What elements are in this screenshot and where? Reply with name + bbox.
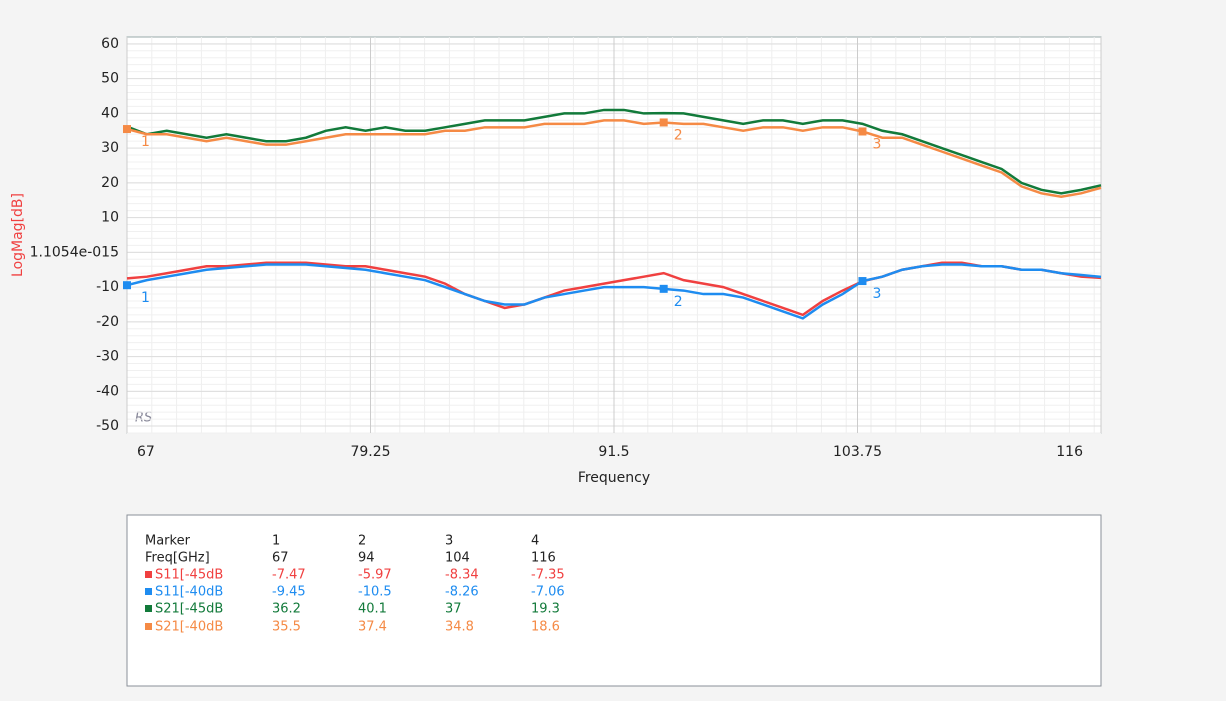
y-tick-label: 20 — [101, 175, 119, 191]
y-tick-label: 50 — [101, 71, 119, 87]
y-tick-label: -40 — [96, 383, 119, 399]
marker-value: -10.5 — [358, 585, 392, 600]
marker-freq: 67 — [272, 551, 289, 566]
marker-label: 1 — [141, 290, 150, 306]
y-tick-label: -30 — [96, 349, 119, 365]
marker-label: 3 — [872, 286, 881, 302]
marker-point — [123, 125, 131, 134]
legend-label: S21[-45dB — [155, 602, 223, 617]
y-tick-label: 60 — [101, 36, 119, 52]
y-tick-label: -10 — [96, 279, 119, 295]
marker-table — [126, 514, 1102, 687]
marker-number: 4 — [531, 534, 539, 549]
marker-value: -7.35 — [531, 568, 565, 583]
x-tick-label: 79.25 — [350, 444, 390, 460]
marker-value: 36.2 — [272, 602, 301, 617]
x-tick-label: 116 — [1056, 444, 1083, 460]
marker-point — [659, 284, 668, 293]
marker-point — [858, 277, 867, 286]
marker-value: 37 — [445, 602, 462, 617]
marker-label: 3 — [872, 136, 881, 152]
x-axis-label: Frequency — [578, 470, 650, 486]
table-header: Marker — [145, 534, 191, 549]
marker-label: 1 — [141, 134, 150, 150]
legend-label: S21[-40dB — [155, 620, 223, 635]
marker-label: 2 — [674, 294, 683, 310]
y-tick-label: -50 — [96, 418, 119, 434]
legend-swatch — [145, 588, 152, 595]
y-tick-label: 30 — [101, 140, 119, 156]
marker-value: -5.97 — [358, 568, 392, 583]
marker-value: 18.6 — [531, 620, 560, 635]
legend-swatch — [145, 623, 152, 630]
table-header: Freq[GHz] — [145, 551, 210, 566]
marker-value: 37.4 — [358, 620, 387, 635]
legend-swatch — [145, 605, 152, 612]
marker-point — [858, 127, 867, 136]
marker-point — [659, 118, 668, 127]
marker-freq: 104 — [445, 551, 470, 566]
marker-value: -8.26 — [445, 585, 479, 600]
trace — [126, 108, 1102, 195]
y-tick-label: 10 — [101, 210, 119, 226]
y-tick-label: 40 — [101, 105, 119, 121]
x-tick-label: 103.75 — [833, 444, 882, 460]
marker-value: 19.3 — [531, 602, 560, 617]
marker-value: -8.34 — [445, 568, 479, 583]
marker-number: 2 — [358, 534, 366, 549]
logo: RS — [135, 411, 152, 426]
marker-value: 35.5 — [272, 620, 301, 635]
trace — [126, 261, 1102, 317]
marker-value: -7.47 — [272, 568, 306, 583]
marker-freq: 94 — [358, 551, 375, 566]
marker-freq: 116 — [531, 551, 556, 566]
trace — [126, 263, 1102, 320]
legend-swatch — [145, 571, 152, 578]
marker-number: 3 — [445, 534, 453, 549]
legend-label: S11[-45dB — [155, 568, 223, 583]
marker-label: 2 — [674, 127, 683, 143]
marker-value: -9.45 — [272, 585, 306, 600]
marker-value: 40.1 — [358, 602, 387, 617]
y-tick-label: 1.1054e-015 — [30, 244, 119, 260]
marker-point — [123, 281, 131, 290]
marker-value: 34.8 — [445, 620, 474, 635]
y-tick-label: -20 — [96, 314, 119, 330]
y-axis-label: LogMag[dB] — [10, 193, 26, 277]
marker-number: 1 — [272, 534, 280, 549]
marker-table-content: Marker Freq[GHz] 1 67 2 94 3 104 4 116 S11[-45dB -7… — [145, 534, 565, 635]
marker-value: -7.06 — [531, 585, 565, 600]
traces: 1 2 3 1 2 3 — [123, 108, 1102, 320]
x-tick-label: 91.5 — [598, 444, 629, 460]
legend-label: S11[-40dB — [155, 585, 223, 600]
grid — [126, 37, 1102, 434]
trace — [126, 119, 1102, 199]
x-tick-label: 67 — [137, 444, 155, 460]
